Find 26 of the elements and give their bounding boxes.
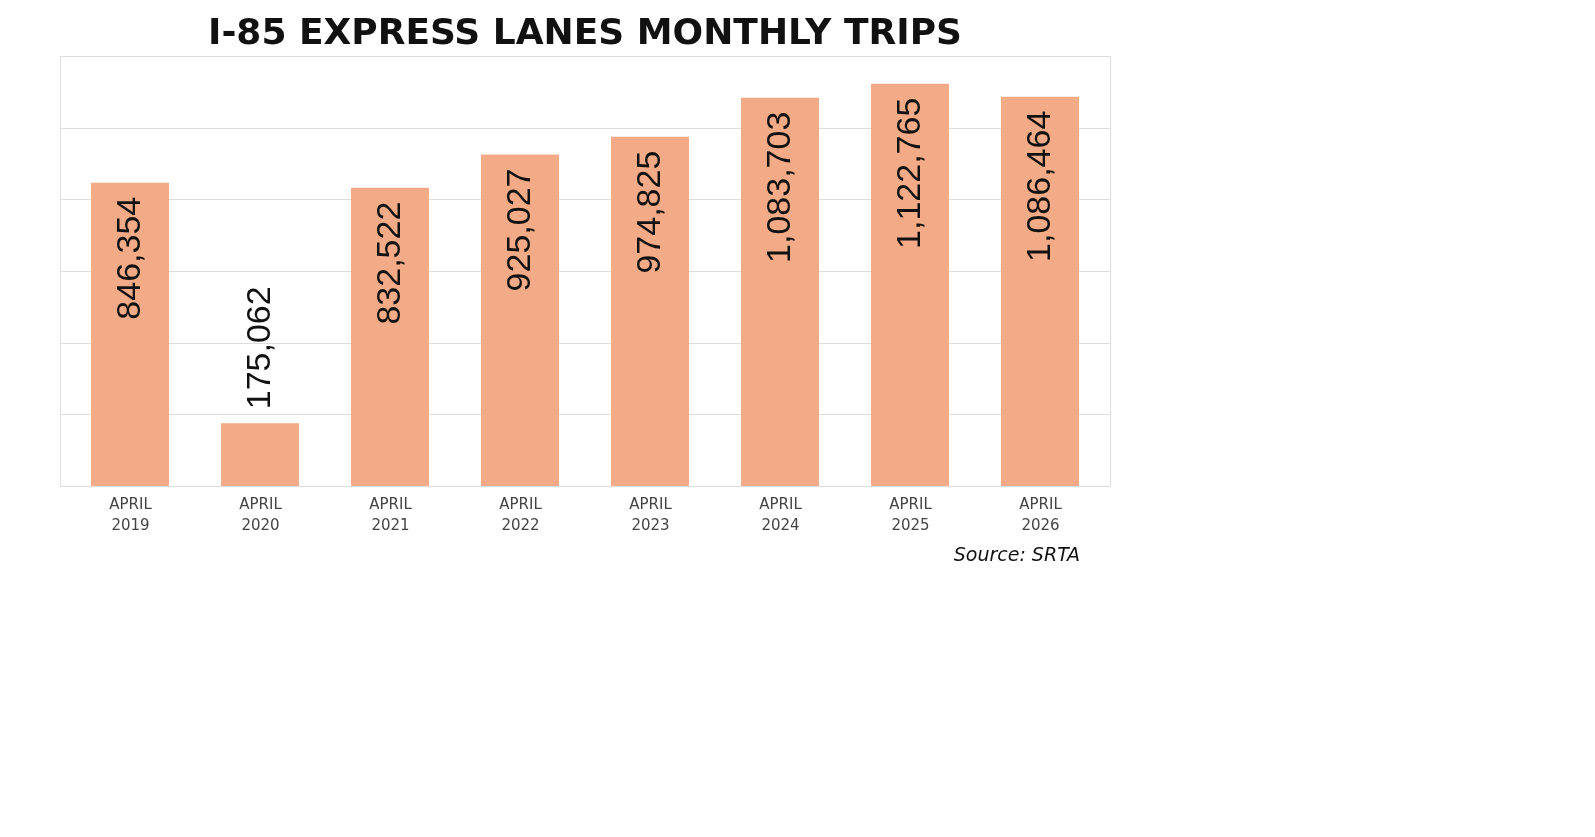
data-label: 974,825 <box>629 150 667 274</box>
bar <box>1001 96 1079 486</box>
bar <box>871 83 949 486</box>
x-tick-label: APRIL 2022 <box>499 494 543 534</box>
x-tick-label: APRIL 2024 <box>759 494 803 534</box>
data-label: 925,027 <box>499 168 537 292</box>
bar <box>611 136 689 486</box>
data-label: 1,122,765 <box>889 97 927 249</box>
x-tick-label: APRIL 2026 <box>1019 494 1063 534</box>
x-tick-label: APRIL 2025 <box>889 494 933 534</box>
data-label: 175,062 <box>239 286 277 410</box>
x-tick-label: APRIL 2023 <box>629 494 673 534</box>
chart-title: I-85 EXPRESS LANES MONTHLY TRIPS <box>208 11 962 52</box>
x-tick-label: APRIL 2021 <box>369 494 413 534</box>
data-label: 832,522 <box>369 201 407 325</box>
data-label: 846,354 <box>109 196 147 320</box>
data-label: 1,086,464 <box>1019 110 1057 262</box>
bar <box>481 154 559 486</box>
bar <box>91 182 169 486</box>
x-tick-label: APRIL 2019 <box>109 494 153 534</box>
bar <box>741 97 819 486</box>
bar <box>351 187 429 486</box>
source-note: Source: SRTA <box>953 543 1080 565</box>
bar <box>221 423 299 486</box>
data-label: 1,083,703 <box>759 111 797 263</box>
x-tick-label: APRIL 2020 <box>239 494 283 534</box>
